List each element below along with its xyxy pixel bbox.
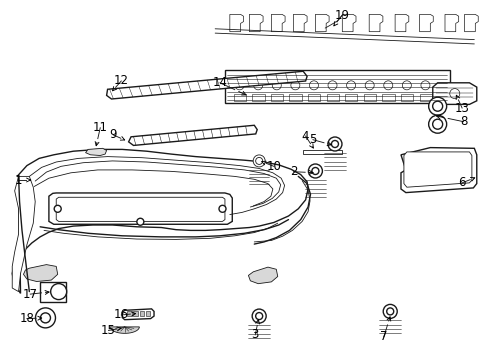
Bar [363,94,375,101]
Polygon shape [249,14,263,32]
Polygon shape [229,14,243,32]
Polygon shape [271,14,285,32]
Circle shape [428,115,446,133]
Text: 11: 11 [93,121,107,134]
Polygon shape [49,193,232,224]
Circle shape [449,89,459,99]
Polygon shape [12,149,307,293]
Circle shape [383,305,396,318]
Polygon shape [444,14,458,32]
Bar [419,94,431,101]
Polygon shape [432,83,476,104]
Bar [382,94,394,101]
Polygon shape [106,71,306,99]
Bar [133,311,138,316]
Polygon shape [12,176,35,292]
Bar [345,94,357,101]
Text: 3: 3 [251,328,259,341]
Circle shape [309,81,318,90]
Bar [307,94,320,101]
Text: 16: 16 [114,309,128,321]
Text: 5: 5 [308,133,316,146]
Circle shape [255,312,262,320]
Polygon shape [368,14,382,32]
Circle shape [428,97,446,115]
Text: 8: 8 [459,115,467,128]
Bar [145,311,150,316]
Circle shape [327,137,341,151]
Circle shape [386,308,393,315]
Polygon shape [56,197,224,221]
Polygon shape [303,150,342,154]
Bar [40,282,66,302]
Text: 2: 2 [289,165,297,178]
Polygon shape [248,267,277,284]
Bar [233,94,245,101]
Circle shape [54,205,61,212]
Polygon shape [342,14,355,32]
Polygon shape [293,14,306,32]
Circle shape [51,284,66,300]
Circle shape [253,81,262,90]
Polygon shape [128,125,257,145]
Circle shape [290,81,299,90]
Bar [127,311,131,316]
Circle shape [36,308,55,328]
Polygon shape [122,309,154,320]
Circle shape [255,157,262,165]
Text: 9: 9 [109,129,117,141]
Text: 19: 19 [334,9,349,22]
Circle shape [432,101,442,111]
Circle shape [402,81,410,90]
Polygon shape [403,152,471,187]
Circle shape [272,81,281,90]
Text: 12: 12 [114,75,128,87]
Circle shape [219,205,225,212]
Circle shape [327,81,336,90]
Text: 13: 13 [454,102,468,114]
Polygon shape [23,265,58,282]
Circle shape [365,81,373,90]
Polygon shape [110,327,139,333]
Circle shape [253,155,264,167]
Text: 4: 4 [301,130,309,143]
Circle shape [308,164,322,178]
Circle shape [346,81,355,90]
Bar [289,94,301,101]
Bar [224,70,449,103]
Polygon shape [394,14,408,32]
Circle shape [420,81,429,90]
Circle shape [383,81,392,90]
Bar [400,94,412,101]
Polygon shape [464,14,477,32]
Text: 14: 14 [212,76,227,89]
Polygon shape [400,148,476,193]
Polygon shape [85,148,106,156]
Circle shape [331,140,338,148]
Polygon shape [419,14,432,32]
Circle shape [432,119,442,129]
Text: 17: 17 [23,288,38,301]
Text: 7: 7 [379,330,387,343]
Text: 10: 10 [266,160,281,173]
Circle shape [137,218,143,225]
Text: 1: 1 [15,174,22,186]
Text: 6: 6 [457,176,465,189]
Circle shape [41,313,50,323]
Polygon shape [315,14,328,32]
Bar [140,311,144,316]
Bar [252,94,264,101]
Bar [270,94,283,101]
Circle shape [311,167,318,175]
Bar [326,94,338,101]
Circle shape [252,309,265,323]
Text: 15: 15 [101,324,116,337]
Circle shape [235,81,244,90]
Text: 18: 18 [20,312,34,325]
